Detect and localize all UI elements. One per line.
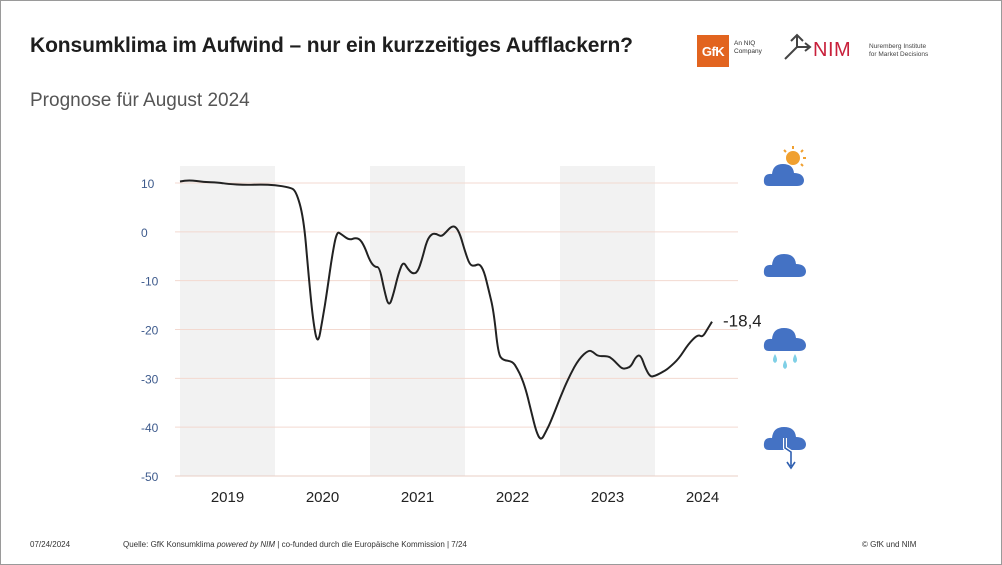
page-subtitle: Prognose für August 2024 (30, 90, 250, 111)
y-tick-label: -20 (141, 324, 159, 338)
consumer-climate-chart: 100-10-20-30-40-50 2019 2020 2021 2022 2023 2… (141, 166, 761, 506)
thunder-cloud-icon (763, 427, 806, 472)
x-tick-label: 2020 (306, 489, 339, 506)
nim-arrow-icon (784, 33, 812, 60)
footer-source-powered: powered by NIM (216, 540, 276, 549)
shade-band-2023 (560, 166, 655, 476)
y-tick-label: -50 (141, 470, 159, 484)
x-tick-label: 2022 (496, 489, 529, 506)
y-tick-label: 10 (141, 177, 155, 191)
x-tick-label: 2019 (211, 489, 244, 506)
series-layer (179, 179, 713, 440)
y-tick-label: -40 (141, 421, 159, 435)
footer-source-suffix: | co-funded durch die Europäische Kommis… (275, 540, 467, 549)
shade-band-2019 (180, 166, 275, 476)
nim-logo: NIM (813, 39, 852, 61)
gfk-tagline: An NIQ Company (734, 40, 774, 56)
cloud-icon (763, 254, 806, 277)
footer-copyright: © GfK und NIM (862, 540, 917, 549)
x-tick-label: 2023 (591, 489, 624, 506)
nim-tagline-line2: for Market Decisions (869, 51, 929, 58)
page-title: Konsumklima im Aufwind – nur ein kurzzei… (30, 34, 633, 57)
series-line-0 (179, 179, 713, 440)
year-shading (180, 166, 655, 476)
y-tick-label: -30 (141, 372, 159, 386)
x-tick-label: 2024 (686, 489, 719, 506)
y-axis: 10 0 -10 -20 -30 -40 -50 (141, 177, 159, 484)
gfk-tagline-line2: Company (734, 48, 762, 55)
x-tick-label: 2021 (401, 489, 434, 506)
footer-source-prefix: Quelle: GfK Konsumklima (123, 540, 217, 549)
gfk-logo: GfK (697, 35, 729, 67)
footer-date: 07/24/2024 (30, 540, 71, 549)
nim-tagline: Nuremberg Institute for Market Decisions (869, 43, 949, 59)
rain-cloud-icon (763, 328, 806, 369)
nim-tagline-line1: Nuremberg Institute (869, 43, 927, 50)
grid-lines (175, 182, 738, 477)
y-tick-label: -10 (141, 275, 159, 289)
gfk-tagline-line1: An NIQ (734, 40, 756, 47)
shade-band-2021 (370, 166, 465, 476)
x-axis: 2019 2020 2021 2022 2023 2024 (175, 475, 738, 506)
y-tick-label: 0 (141, 226, 148, 240)
last-value-annotation: -18,4 (723, 312, 761, 331)
footer-source: Quelle: GfK Konsumklima powered by NIM |… (123, 540, 467, 549)
sun-cloud-icon (763, 146, 806, 186)
